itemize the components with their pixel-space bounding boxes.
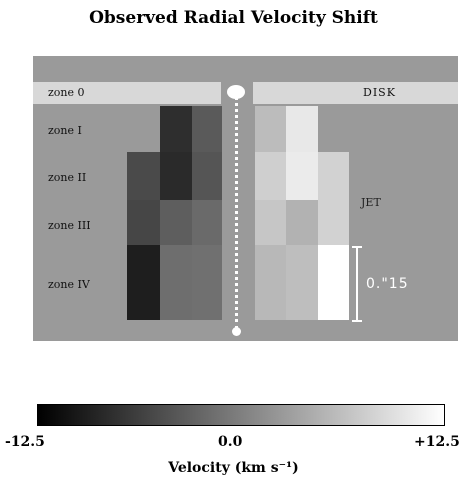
disk-label: DISK [363,86,396,99]
blueshift-cell-r1-c2 [192,106,222,152]
redshift-cell-r4-c2 [318,245,349,320]
jet-axis-top-cap [227,85,245,99]
blueshift-cell-r2-c1 [160,152,192,200]
zone-label-3: zone III [48,219,91,232]
scale-bar-label: 0."15 [366,276,409,292]
redshift-cell-r3-c1 [286,200,318,245]
blueshift-cell-r3-c0 [127,200,160,245]
redshift-cell-r1-c1 [286,106,318,152]
scale-bar-bottom-cap [352,320,362,322]
figure-title: Observed Radial Velocity Shift [89,8,378,28]
redshift-cell-r3-c0 [255,200,286,245]
blueshift-cell-r2-c2 [192,152,222,200]
velocity-colorbar [37,404,445,426]
colorbar-max-label: +12.5 [414,434,460,450]
disk-band-left [33,82,221,104]
jet-axis-dotted-line [235,96,238,330]
redshift-cell-r4-c0 [255,245,286,320]
colorbar-min-label: -12.5 [5,434,45,450]
colorbar-title: Velocity (km s⁻¹) [168,460,299,476]
blueshift-cell-r2-c0 [127,152,160,200]
blueshift-cell-r3-c1 [160,200,192,245]
disk-band-right [253,82,458,104]
blueshift-cell-r1-c1 [160,106,192,152]
zone-label-2: zone II [48,171,87,184]
zone-label-0: zone 0 [48,86,85,99]
blueshift-cell-r3-c2 [192,200,222,245]
redshift-cell-r4-c1 [286,245,318,320]
redshift-cell-r3-c2 [318,200,349,245]
blueshift-cell-r4-c2 [192,245,222,320]
scale-bar-top-cap [352,246,362,248]
blueshift-cell-r4-c1 [160,245,192,320]
scale-bar-vertical [356,247,358,321]
jet-axis-bottom-cap [232,327,241,336]
redshift-cell-r2-c1 [286,152,318,200]
colorbar-mid-label: 0.0 [218,434,243,450]
redshift-cell-r1-c0 [255,106,286,152]
jet-label: JET [361,196,381,209]
redshift-cell-r2-c2 [318,152,349,200]
redshift-cell-r2-c0 [255,152,286,200]
blueshift-cell-r4-c0 [127,245,160,320]
zone-label-4: zone IV [48,278,90,291]
zone-label-1: zone I [48,124,82,137]
